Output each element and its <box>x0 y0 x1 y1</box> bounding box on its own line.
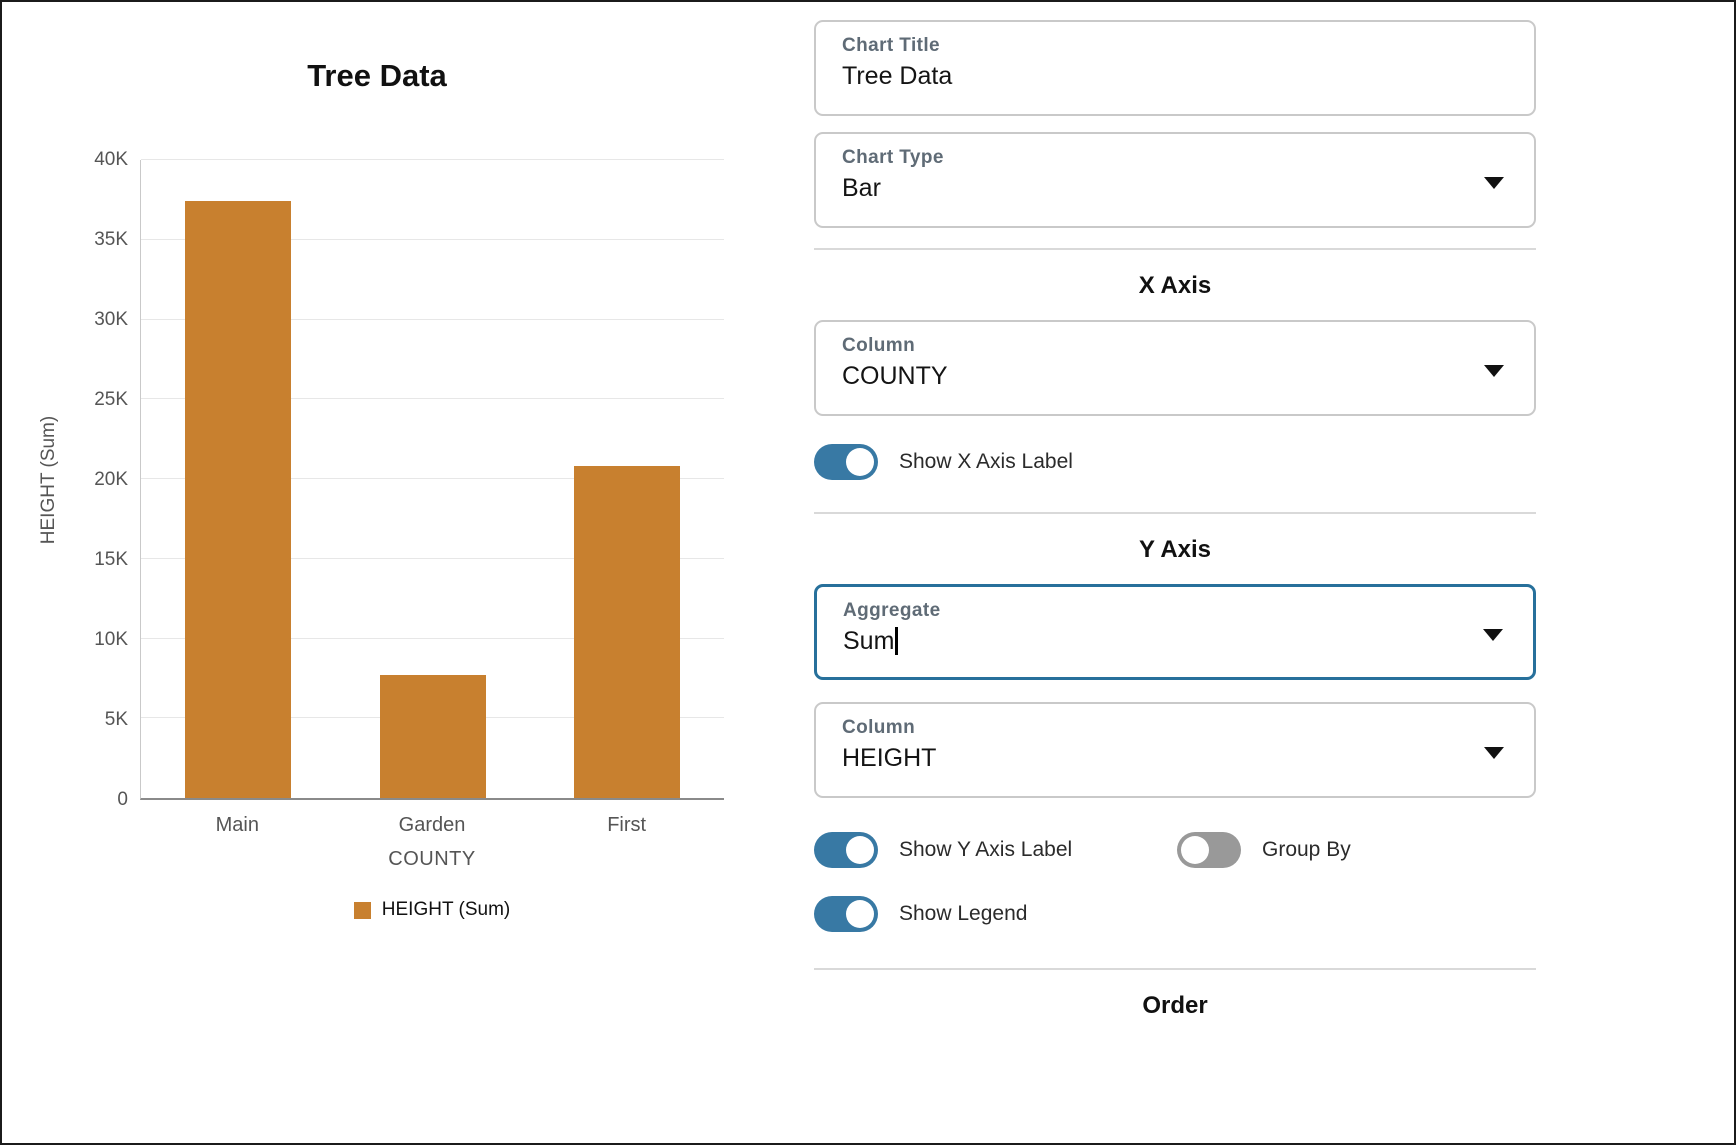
chart-title: Tree Data <box>307 58 447 93</box>
show-legend-item: Show Legend <box>814 896 1027 932</box>
gridline <box>141 318 724 320</box>
chart-type-value: Bar <box>842 174 881 202</box>
show-y-axis-label-text: Show Y Axis Label <box>899 838 1073 861</box>
y-axis-column-label: Column <box>842 717 916 738</box>
dropdown-arrow-icon <box>1483 629 1503 641</box>
chart-title-field-value: Tree Data <box>842 62 953 90</box>
x-axis-title: COUNTY <box>388 848 476 870</box>
chart-title-field[interactable]: Chart Title Tree Data <box>814 20 1536 116</box>
y-axis-aggregate-select[interactable]: Aggregate Sum <box>814 584 1536 680</box>
legend-swatch <box>353 901 371 919</box>
text-cursor <box>895 627 899 655</box>
show-y-axis-label-item: Show Y Axis Label <box>814 832 1177 868</box>
show-x-axis-label-text: Show X Axis Label <box>899 450 1073 473</box>
chart-type-label: Chart Type <box>842 147 944 168</box>
y-axis-column-value: HEIGHT <box>842 744 937 772</box>
group-by-text: Group By <box>1262 838 1351 861</box>
y-tick-label: 30K <box>94 309 128 330</box>
aggregate-value: Sum <box>843 627 1507 656</box>
y-tick-labels: 0 5K 10K 15K 20K 25K 30K 35K 40K <box>66 149 140 810</box>
show-y-axis-label-toggle[interactable] <box>814 832 878 868</box>
config-pane: Chart Title Tree Data Chart Type Bar X A… <box>814 2 1536 1143</box>
order-heading: Order <box>1142 992 1208 1019</box>
y-axis-toggles-row: Show Y Axis Label Group By <box>814 832 1536 868</box>
bar-first <box>573 466 680 798</box>
chart-pane: Tree Data HEIGHT (Sum) 0 5K 10K 15K 20K 25K 30… <box>2 2 802 1143</box>
toggle-knob <box>846 900 874 928</box>
y-tick-label: 10K <box>94 629 128 650</box>
x-tick-labels: Main Garden First <box>140 800 724 836</box>
x-axis-column-value: COUNTY <box>842 362 948 390</box>
aggregate-value-text: Sum <box>843 627 895 655</box>
x-axis-heading: X Axis <box>1138 272 1212 299</box>
toggle-knob <box>1181 836 1209 864</box>
dropdown-arrow-icon <box>1484 747 1504 759</box>
section-divider <box>814 512 1536 514</box>
x-tick-label: First <box>607 814 647 836</box>
show-legend-toggle[interactable] <box>814 896 878 932</box>
show-legend-text: Show Legend <box>899 902 1028 925</box>
gridline <box>141 398 724 400</box>
dropdown-arrow-icon <box>1484 177 1504 189</box>
y-tick-label: 20K <box>94 469 128 490</box>
show-x-axis-label-item: Show X Axis Label <box>814 444 1073 480</box>
gridline <box>141 238 724 240</box>
plot-column: Main Garden First COUNTY HEIGHT (Sum) <box>140 159 802 921</box>
y-tick-label: 5K <box>104 709 128 730</box>
x-tick-label: Garden <box>398 814 466 836</box>
y-axis-title-text: HEIGHT (Sum) <box>38 415 59 545</box>
section-divider <box>814 248 1536 250</box>
gridline <box>141 478 724 479</box>
group-by-item: Group By <box>1177 832 1351 868</box>
y-axis-heading: Y Axis <box>1138 536 1212 563</box>
chart-title-field-label: Chart Title <box>842 35 941 56</box>
y-axis-title: HEIGHT (Sum) <box>32 160 66 800</box>
x-axis-column-label: Column <box>842 335 916 356</box>
y-tick-label: 25K <box>94 389 128 410</box>
y-tick-label: 40K <box>94 149 128 170</box>
x-tick-label: Main <box>215 814 260 836</box>
x-axis-column-select[interactable]: Column COUNTY <box>814 320 1536 416</box>
bar-main <box>185 201 292 798</box>
group-by-toggle[interactable] <box>1177 832 1241 868</box>
y-tick-label: 35K <box>94 229 128 250</box>
bar-chart: HEIGHT (Sum) 0 5K 10K 15K 20K 25K 30K 35K 40K Ma… <box>32 149 802 921</box>
show-x-axis-label-row: Show X Axis Label <box>814 444 1536 480</box>
show-x-axis-label-toggle[interactable] <box>814 444 878 480</box>
section-divider <box>814 968 1536 970</box>
y-tick-label: 15K <box>94 549 128 570</box>
gridline <box>141 159 724 160</box>
bar-garden <box>379 675 486 798</box>
show-legend-row: Show Legend <box>814 896 1536 932</box>
chart-type-select[interactable]: Chart Type Bar <box>814 132 1536 228</box>
y-axis-column-select[interactable]: Column HEIGHT <box>814 702 1536 798</box>
chart-legend: HEIGHT (Sum) <box>140 899 724 921</box>
toggle-knob <box>846 448 874 476</box>
aggregate-label: Aggregate <box>843 600 941 621</box>
toggle-knob <box>846 836 874 864</box>
y-tick-label: 0 <box>117 789 128 810</box>
dropdown-arrow-icon <box>1484 365 1504 377</box>
gridline <box>141 637 724 639</box>
gridline <box>141 557 724 559</box>
legend-label: HEIGHT (Sum) <box>381 899 511 920</box>
plot-area <box>140 159 724 800</box>
